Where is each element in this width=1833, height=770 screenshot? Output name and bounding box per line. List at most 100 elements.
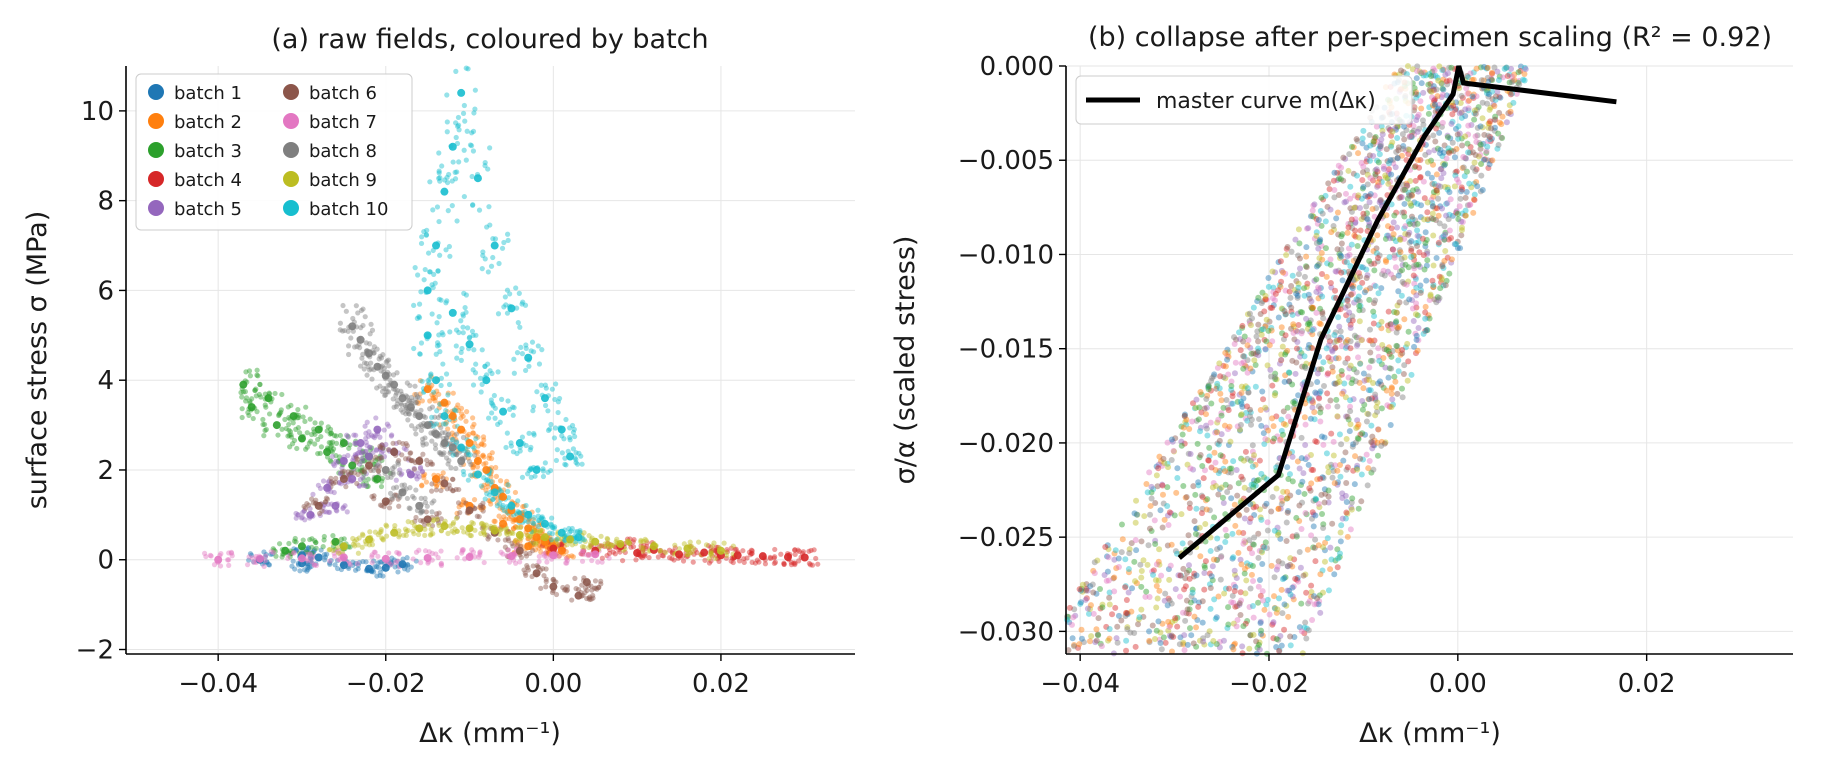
cloud-point [1516, 77, 1523, 84]
cloud-point [544, 559, 550, 565]
cloud-point [1288, 325, 1295, 332]
cloud-point [1428, 157, 1435, 164]
cloud-point [279, 391, 285, 398]
cloud-point [1228, 386, 1235, 393]
cloud-point [379, 442, 385, 448]
cloud-point [467, 452, 473, 458]
cloud-point [554, 536, 560, 542]
cloud-point [1077, 600, 1084, 607]
cloud-point [465, 449, 471, 455]
cloud-point [439, 330, 445, 336]
cloud-point [494, 500, 500, 506]
cloud-point [1252, 383, 1259, 390]
cloud-point [1271, 605, 1278, 612]
cloud-point [1374, 182, 1381, 189]
cloud-point [379, 455, 385, 461]
cloud-point [535, 513, 541, 519]
cloud-point [1248, 571, 1255, 578]
cloud-point [1312, 558, 1319, 565]
cloud-point [1192, 404, 1199, 411]
cloud-point [1307, 328, 1314, 335]
cloud-point [526, 519, 532, 525]
scatter-point-batch-2 [524, 542, 533, 551]
cloud-point [1312, 438, 1319, 445]
scatter-point-batch-2 [499, 492, 508, 501]
cloud-point [1184, 461, 1191, 468]
scatter-point-batch-9 [339, 542, 348, 551]
cloud-point [360, 558, 366, 565]
cloud-point [408, 564, 414, 570]
cloud-point [424, 503, 430, 509]
cloud-point [1311, 201, 1318, 208]
cloud-point [1517, 63, 1524, 70]
cloud-point [434, 343, 441, 349]
cloud-point [1244, 311, 1251, 318]
cloud-point [1246, 320, 1253, 327]
cloud-point [617, 549, 623, 555]
cloud-point [380, 573, 386, 579]
cloud-point [1212, 482, 1219, 489]
cloud-point [485, 166, 491, 172]
cloud-point [1254, 328, 1261, 335]
cloud-point [1345, 294, 1352, 301]
cloud-point [1354, 435, 1361, 442]
cloud-point [1379, 341, 1386, 348]
cloud-point [1212, 467, 1219, 474]
cloud-point [1146, 637, 1153, 644]
cloud-point [1521, 70, 1528, 77]
cloud-point [1224, 624, 1231, 631]
cloud-point [1158, 646, 1165, 653]
cloud-point [1456, 203, 1463, 210]
cloud-point [263, 551, 269, 558]
cloud-point [452, 526, 458, 532]
cloud-point [1338, 240, 1345, 247]
cloud-point [292, 566, 298, 572]
cloud-point [447, 253, 453, 259]
cloud-point [1255, 294, 1262, 301]
cloud-point [1350, 396, 1357, 403]
cloud-point [351, 454, 357, 461]
cloud-point [1425, 149, 1432, 156]
cloud-point [552, 396, 558, 403]
cloud-point [345, 433, 351, 439]
cloud-point [1496, 93, 1503, 100]
cloud-point [1311, 593, 1318, 600]
cloud-point [1398, 152, 1405, 159]
cloud-point [559, 542, 565, 548]
cloud-point [485, 269, 491, 275]
cloud-point [1323, 450, 1330, 457]
cloud-point [1413, 117, 1420, 124]
cloud-point [391, 557, 397, 563]
cloud-point [1395, 251, 1402, 258]
cloud-point [1416, 68, 1423, 75]
cloud-point [411, 302, 417, 309]
cloud-point [1396, 236, 1403, 243]
cloud-point [321, 537, 327, 543]
cloud-point [1415, 188, 1422, 195]
cloud-point [1393, 324, 1400, 331]
cloud-point [626, 540, 633, 546]
grid-a [126, 66, 855, 654]
cloud-point [579, 558, 586, 564]
cloud-point [1399, 209, 1406, 216]
cloud-point [514, 502, 520, 508]
cloud-point [1169, 618, 1176, 625]
scatter-point-batch-5 [306, 510, 315, 519]
cloud-point [1338, 164, 1345, 171]
cloud-point [311, 548, 317, 555]
cloud-point [447, 450, 453, 456]
cloud-point [1335, 162, 1342, 169]
cloud-point [1134, 511, 1141, 518]
cloud-point [1292, 370, 1299, 377]
cloud-point [1471, 110, 1478, 117]
cloud-point [1448, 102, 1455, 109]
cloud-point [374, 573, 380, 579]
cloud-point [1346, 317, 1353, 324]
cloud-point [497, 527, 504, 533]
cloud-point [415, 424, 421, 430]
cloud-point [394, 388, 401, 394]
cloud-point [395, 496, 401, 502]
cloud-point [1188, 593, 1195, 600]
cloud-point [1217, 544, 1224, 551]
cloud-point [510, 543, 516, 549]
